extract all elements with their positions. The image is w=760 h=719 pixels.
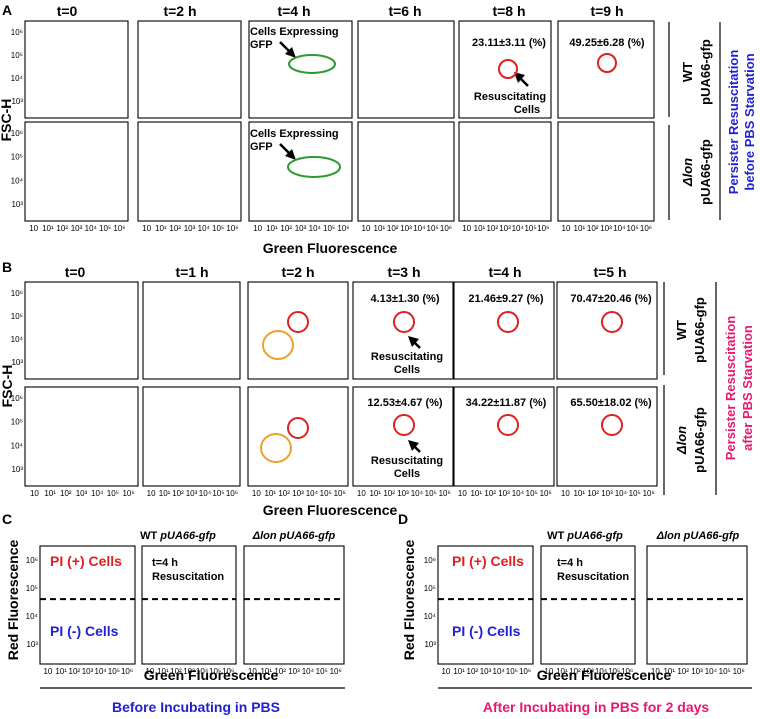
figure: 10³10⁴10⁵10⁶10³10⁴10⁵10⁶10 10¹ 10² 10³ 10⁴ 10…: [0, 2, 757, 715]
